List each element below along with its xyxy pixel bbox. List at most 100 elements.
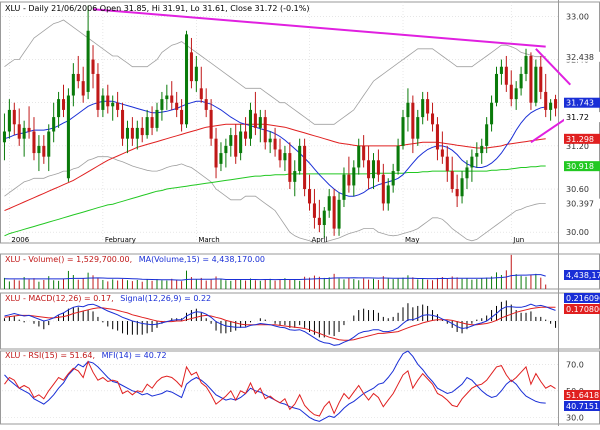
candle-body: [401, 117, 405, 146]
price-tick-label: 33.00: [566, 12, 589, 21]
candle-body: [130, 127, 134, 139]
rsi-header: XLU - RSI(15) = 51.64, MFI(14) = 40.72: [5, 351, 167, 360]
macd-header-name: XLU - MACD(12,26) = 0.17,: [5, 294, 114, 303]
candle-body: [362, 145, 366, 161]
volume-value-tag-bg: [564, 270, 600, 280]
candle-body: [81, 81, 85, 96]
candle-body: [189, 52, 193, 82]
macd-value-tag: 0.170806: [566, 305, 600, 314]
candle-body: [411, 102, 415, 139]
rsi-header-name: XLU - RSI(15) = 51.64,: [5, 351, 95, 360]
month-label: April: [312, 236, 328, 244]
month-label: 2006: [11, 236, 29, 244]
candle-body: [307, 189, 312, 204]
candle-body: [376, 160, 380, 175]
candle-body: [170, 95, 174, 103]
candle-body: [175, 102, 179, 110]
candle-body: [450, 171, 454, 190]
candle-body: [549, 102, 553, 110]
candle-body: [37, 145, 41, 154]
price-value-tag-bg: [564, 112, 600, 123]
candle-body: [219, 153, 223, 164]
candle-body: [465, 167, 469, 179]
candle-body: [371, 160, 376, 179]
candle-body: [406, 102, 410, 118]
month-label: February: [105, 236, 136, 244]
candle-body: [27, 127, 31, 132]
candle-body: [327, 196, 331, 211]
price-tick-label: 31.20: [566, 142, 589, 151]
rsi-line: [4, 360, 556, 417]
candle-body: [504, 66, 508, 85]
candle-body: [435, 124, 439, 150]
candle-body: [514, 88, 518, 100]
candle-body: [544, 91, 548, 110]
candle-body: [475, 153, 479, 157]
candle-body: [347, 174, 351, 186]
candle-body: [263, 117, 267, 143]
month-label: Jun: [512, 236, 524, 244]
price-panel-frame: [0, 1, 600, 244]
candle-body: [239, 131, 243, 154]
volume-header-ma: MA(Volume,15) = 4,438,170.00: [139, 255, 265, 264]
rsi-value-tag-bg: [564, 401, 600, 411]
trendline: [535, 48, 572, 86]
volume-value-tag: 4,438,17: [566, 271, 600, 280]
price-value-tag: 31.298: [566, 135, 594, 144]
candle-body: [258, 117, 262, 128]
candle-body: [485, 124, 489, 146]
candle-body: [455, 189, 459, 197]
candle-body: [534, 66, 538, 103]
rsi-tick-label: 70.0: [566, 360, 584, 369]
candle-body: [480, 145, 484, 154]
candle-body: [431, 113, 435, 125]
candle-body: [421, 99, 425, 118]
price-tick-label: 30.60: [566, 185, 589, 194]
moving-average-red-line: [4, 123, 546, 212]
candle-body: [76, 73, 80, 82]
candle-body: [248, 109, 253, 139]
macd-line: [4, 303, 556, 346]
candle-body: [2, 131, 6, 143]
candle-body: [490, 102, 494, 125]
candle-body: [312, 203, 316, 218]
price-value-tag: 32.438: [566, 53, 594, 62]
candle-body: [204, 99, 208, 110]
price-value-tag-bg: [564, 161, 600, 172]
candle-body: [494, 73, 499, 103]
candle-body: [7, 109, 11, 132]
price-value-tag: 30.918: [566, 162, 594, 171]
candle-body: [352, 167, 356, 186]
candle-body: [111, 102, 115, 107]
candle-body: [244, 131, 248, 139]
rsi-value-tag-bg: [564, 390, 600, 400]
macd-signal-line: [4, 306, 556, 341]
bollinger-upper-line: [4, 19, 546, 125]
candle-body: [283, 153, 287, 161]
volume-ma-line: [4, 274, 546, 281]
candle-body: [554, 99, 558, 109]
macd-header: XLU - MACD(12,26) = 0.17, Signal(12,26,9…: [5, 294, 211, 303]
price-value-tag: 31.743: [566, 99, 594, 108]
macd-value-tag-bg: [564, 304, 600, 314]
price-value-tag: 31.72: [566, 113, 589, 122]
candle-body: [445, 156, 449, 172]
candle-body: [317, 217, 321, 226]
candle-body: [539, 66, 543, 92]
candle-body: [140, 127, 144, 136]
candle-body: [32, 131, 36, 154]
candle-body: [470, 156, 474, 168]
candle-body: [12, 109, 16, 125]
candle-body: [155, 109, 159, 128]
price-value-tag-bg: [564, 133, 600, 144]
candle-body: [71, 73, 75, 96]
macd-header-signal: Signal(12,26,9) = 0.22: [120, 294, 211, 303]
candle-body: [150, 117, 154, 128]
candle-body: [440, 149, 444, 157]
candle-body: [106, 95, 110, 107]
candle-body: [42, 145, 46, 157]
month-label: March: [198, 236, 219, 244]
candle-body: [322, 210, 326, 226]
candle-body: [101, 95, 105, 110]
